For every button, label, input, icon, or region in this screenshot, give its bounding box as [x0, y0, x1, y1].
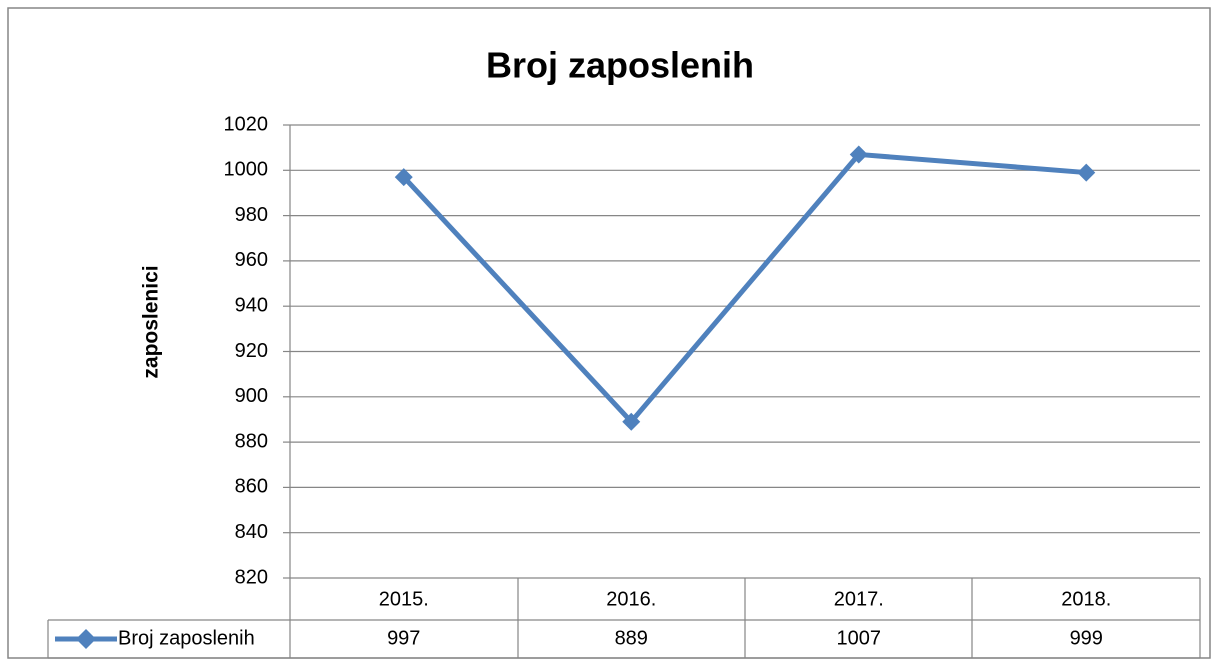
- x-tick-label: 2017.: [834, 588, 884, 610]
- marker: [622, 412, 641, 431]
- y-tick-label: 1000: [224, 159, 269, 181]
- y-tick-label: 920: [235, 340, 268, 362]
- y-tick-label: 900: [235, 385, 268, 407]
- x-tick-label: 2018.: [1061, 588, 1111, 610]
- chart-title: Broj zaposlenih: [486, 45, 754, 86]
- marker: [394, 168, 413, 187]
- y-tick-label: 980: [235, 204, 268, 226]
- table-value: 997: [387, 627, 420, 649]
- y-tick-label: 940: [235, 294, 268, 316]
- chart-border: [7, 7, 1211, 659]
- table-value: 889: [615, 627, 648, 649]
- y-tick-label: 860: [235, 476, 268, 498]
- data-table: [47, 578, 1201, 659]
- legend-label: Broj zaposlenih: [118, 627, 255, 649]
- marker: [1077, 163, 1096, 182]
- x-tick-label: 2015.: [379, 588, 429, 610]
- y-tick-label: 960: [235, 249, 268, 271]
- marker: [76, 629, 96, 649]
- y-axis-label: zaposlenici: [140, 265, 163, 378]
- marker: [849, 145, 868, 164]
- y-tick-label: 880: [235, 430, 268, 452]
- x-tick-label: 2016.: [606, 588, 656, 610]
- y-tick-label: 1020: [224, 113, 269, 135]
- table-value: 999: [1070, 627, 1103, 649]
- y-tick-label: 840: [235, 521, 268, 543]
- y-tick-label: 820: [235, 566, 268, 588]
- table-value: 1007: [837, 627, 882, 649]
- line: [401, 151, 1087, 425]
